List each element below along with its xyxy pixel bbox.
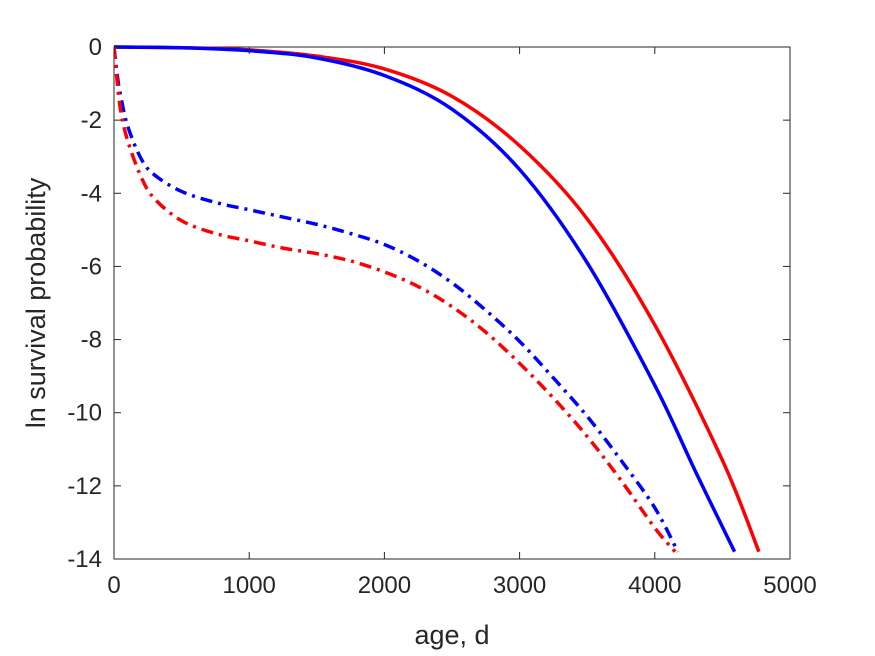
x-tick-label: 2000 xyxy=(358,572,411,599)
y-axis-label: ln survival probability xyxy=(21,177,51,428)
x-tick-label: 3000 xyxy=(493,572,546,599)
x-tick-label: 0 xyxy=(107,572,120,599)
x-tick-label: 5000 xyxy=(763,572,816,599)
y-tick-label: -14 xyxy=(67,546,102,573)
series-line-2 xyxy=(114,45,737,553)
series-line-3 xyxy=(114,46,680,553)
y-tick-label: 0 xyxy=(89,34,102,61)
x-tick-label: 4000 xyxy=(628,572,681,599)
x-tick-label: 1000 xyxy=(223,572,276,599)
y-tick-label: -6 xyxy=(81,253,102,280)
y-tick-label: -4 xyxy=(81,180,102,207)
x-axis-label: age, d xyxy=(414,620,489,650)
y-tick-label: -2 xyxy=(81,107,102,134)
y-tick-label: -10 xyxy=(67,400,102,427)
ticks-layer: 0 1000 2000 3000 4000 5000 0 -2 -4 -6 -8 -10 -12 -14 xyxy=(67,34,816,599)
y-tick-label: -12 xyxy=(67,473,102,500)
plot-frame xyxy=(113,46,791,560)
series-layer xyxy=(114,45,761,553)
series-line-4 xyxy=(114,46,677,553)
plot-area xyxy=(113,46,791,560)
y-tick-label: -8 xyxy=(81,327,102,354)
